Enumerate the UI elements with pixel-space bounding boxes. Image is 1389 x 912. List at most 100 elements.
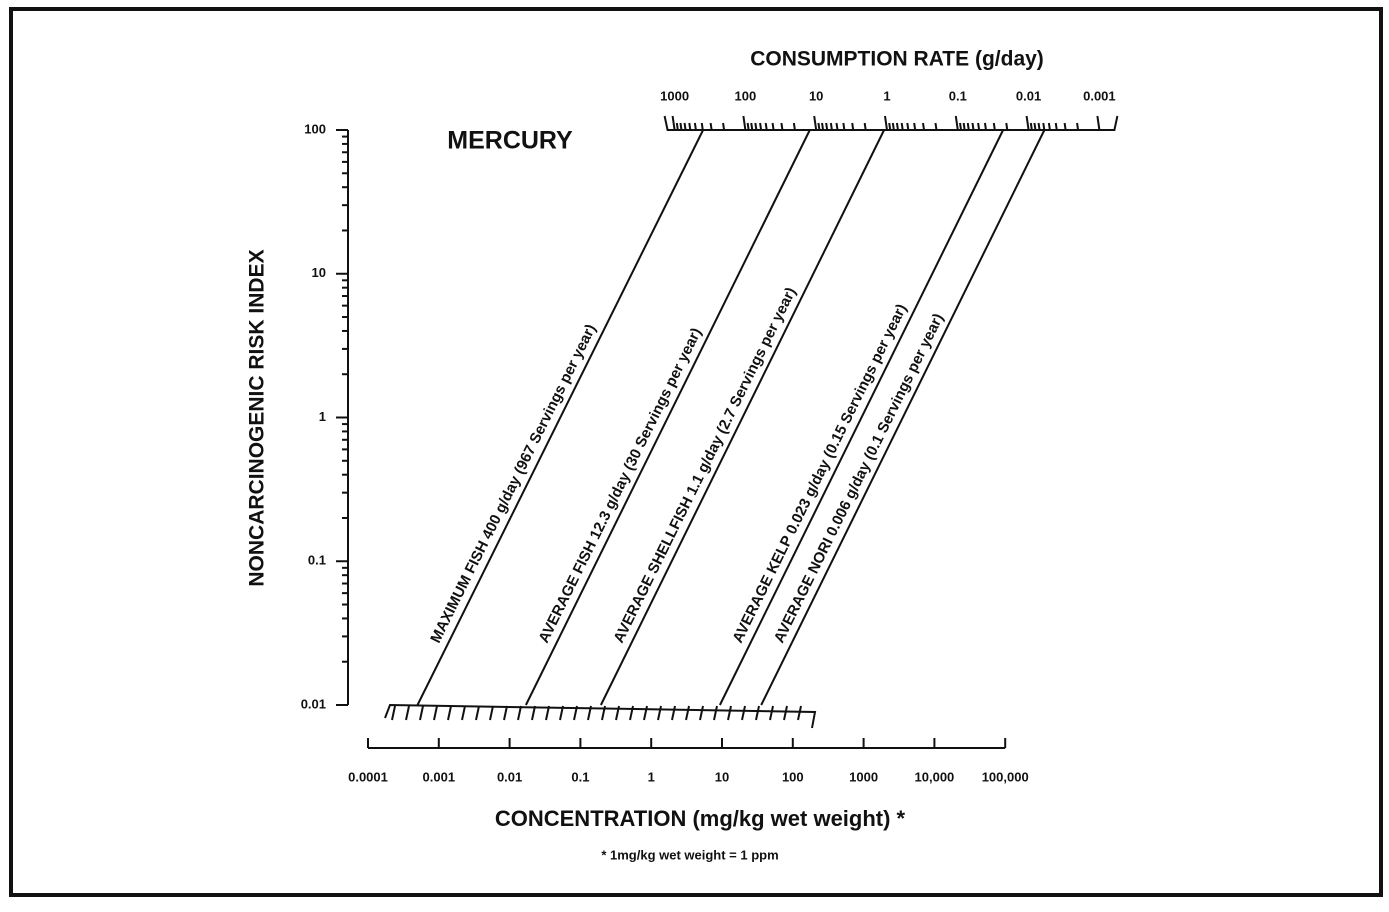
baseline-tick (587, 705, 592, 721)
x2-minor-tick (754, 122, 758, 131)
x2-minor-tick (913, 122, 917, 131)
baseline-tick (699, 705, 704, 721)
y-tick-label: 100 (304, 121, 326, 136)
baseline-tick (489, 705, 494, 721)
x2-minor-tick (1063, 122, 1067, 131)
baseline-tick (433, 705, 438, 721)
x2-minor-tick (992, 122, 996, 131)
risk-baseline (384, 703, 817, 729)
x2-minor-tick (722, 122, 726, 131)
baseline-tick (601, 705, 606, 721)
baseline-tick (783, 705, 788, 721)
x2-minor-tick (1029, 122, 1033, 131)
x2-minor-tick (977, 122, 981, 131)
x2-tick-label: 10 (809, 88, 823, 103)
baseline-tick (573, 705, 578, 721)
x2-minor-tick (771, 122, 775, 131)
baseline-tick (797, 705, 802, 721)
x-tick-label: 0.01 (497, 769, 522, 784)
baseline-tick (461, 705, 466, 721)
baseline-tick (657, 705, 662, 721)
baseline-tick (559, 705, 564, 721)
x2-minor-tick (829, 122, 833, 131)
baseline-tick (685, 705, 690, 721)
x2-tick (742, 115, 747, 131)
baseline-tick (769, 705, 774, 721)
x2-tick-label: 0.001 (1083, 88, 1116, 103)
baseline-tick (741, 705, 746, 721)
x2-minor-tick (700, 122, 704, 131)
x2-minor-tick (934, 122, 938, 131)
baseline-tick (671, 705, 676, 721)
chart-title: MERCURY (447, 127, 573, 155)
series-line (416, 129, 704, 706)
y-axis-label: NONCARCINOGENIC RISK INDEX (246, 249, 269, 586)
x2-minor-tick (780, 122, 784, 131)
series-label: AVERAGE NORI 0.006 g/day (0.1 Servings p… (771, 311, 947, 646)
x2-minor-tick (900, 122, 904, 131)
x2-minor-tick (888, 122, 892, 131)
x2-minor-tick (1037, 122, 1041, 131)
baseline-tick (447, 705, 452, 721)
x2-minor-tick (863, 122, 867, 131)
x2-minor-tick (746, 122, 750, 131)
x2-tick (813, 115, 818, 131)
footnote: * 1mg/kg wet weight = 1 ppm (601, 847, 778, 862)
x2-minor-tick (906, 122, 910, 131)
x2-minor-tick (679, 122, 683, 131)
x-tick-label: 10 (715, 769, 729, 784)
y-tick-label: 1 (319, 409, 326, 424)
x2-minor-tick (688, 122, 692, 131)
baseline-tick (503, 705, 508, 721)
x2-minor-tick (971, 122, 975, 131)
x-tick-label: 0.001 (423, 769, 456, 784)
baseline-tick (405, 705, 410, 721)
x2-tick (954, 115, 959, 131)
x-tick-label: 100 (782, 769, 804, 784)
x2-minor-tick (1033, 122, 1037, 131)
frame (9, 7, 1383, 897)
x2-tick (884, 115, 888, 131)
x2-tick-label: 0.1 (949, 88, 967, 103)
x2-minor-tick (842, 122, 846, 131)
x2-minor-tick (764, 122, 768, 131)
x2-minor-tick (891, 122, 895, 131)
baseline-tick (391, 705, 396, 721)
x-tick-label: 1 (648, 769, 655, 784)
x2-minor-tick (825, 122, 829, 131)
baseline-tick (419, 705, 424, 721)
x2-minor-tick (759, 122, 763, 131)
x-tick-label: 10,000 (915, 769, 955, 784)
series-line (719, 129, 1004, 706)
baseline-tick (643, 705, 648, 721)
x2-minor-tick (962, 122, 966, 131)
baseline-tick (755, 705, 760, 721)
y-tick-label: 0.1 (308, 553, 326, 568)
x2-axis-label: CONSUMPTION RATE (g/day) (750, 48, 1044, 71)
baseline-tick (475, 705, 480, 721)
x2-minor-tick (966, 122, 970, 131)
y-tick-label: 0.01 (301, 696, 326, 711)
baseline-tick (713, 705, 718, 721)
series-line (600, 129, 885, 706)
x2-axis (663, 115, 1119, 131)
x2-minor-tick (1047, 122, 1051, 131)
x-tick-label: 1000 (849, 769, 878, 784)
x2-tick-label: 1 (883, 88, 890, 103)
series-line (760, 129, 1046, 706)
x2-minor-tick (895, 122, 899, 131)
x2-minor-tick (693, 122, 697, 131)
x-axis-label: CONCENTRATION (mg/kg wet weight) * (495, 806, 906, 831)
x2-minor-tick (835, 122, 839, 131)
baseline-tick (531, 705, 536, 721)
x2-tick (1096, 115, 1101, 131)
baseline-tick (545, 705, 550, 721)
baseline-tick (629, 705, 634, 721)
x2-tick-label: 0.01 (1016, 88, 1041, 103)
x-tick-label: 0.0001 (348, 769, 388, 784)
x2-tick-label: 100 (735, 88, 757, 103)
series-line (525, 129, 811, 706)
x2-minor-tick (1076, 122, 1080, 131)
